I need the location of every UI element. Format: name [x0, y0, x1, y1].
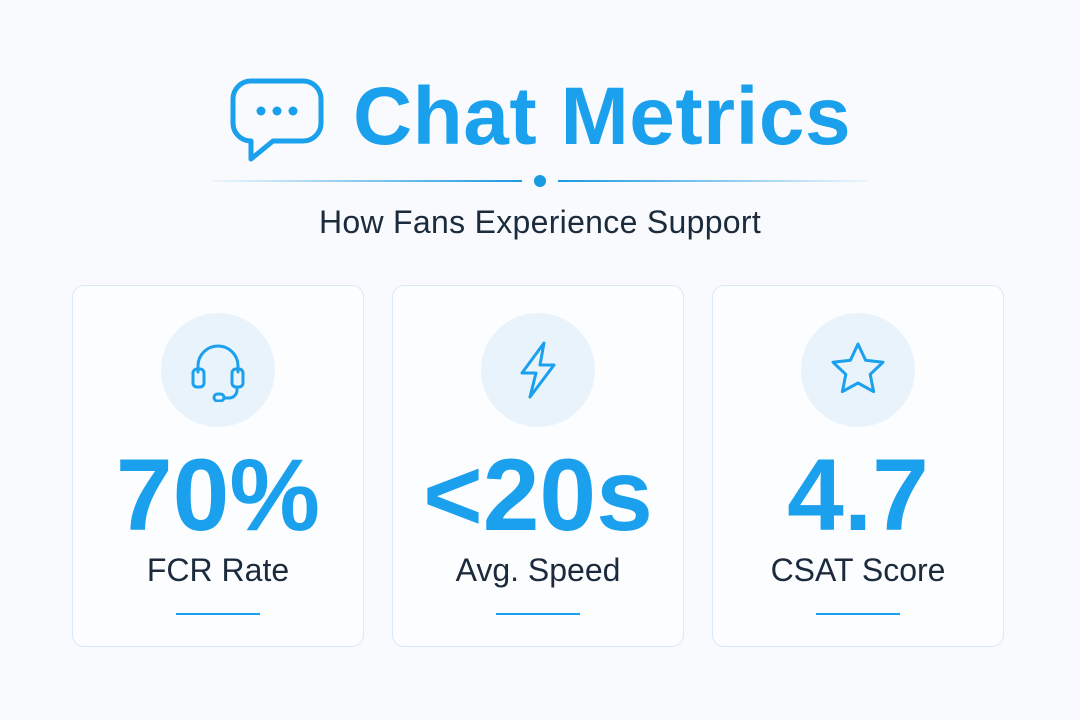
divider-dot	[534, 175, 546, 187]
page-subtitle: How Fans Experience Support	[318, 204, 762, 240]
icon-circle	[801, 313, 915, 427]
metric-underline	[176, 613, 260, 615]
metric-label: FCR Rate	[146, 552, 290, 588]
metric-card-csat: 4.7 CSAT Score	[712, 285, 1004, 647]
metric-value: 4.7	[787, 438, 929, 552]
page-title: Chat Metrics	[352, 71, 852, 162]
metric-label: CSAT Score	[770, 552, 946, 588]
metric-underline	[496, 613, 580, 615]
chat-bubble-icon	[230, 78, 324, 162]
metric-card-speed: <20s Avg. Speed	[392, 285, 684, 647]
metric-value: 70%	[115, 438, 321, 552]
icon-circle	[481, 313, 595, 427]
divider-line-left	[212, 180, 522, 182]
metric-underline	[816, 613, 900, 615]
metric-label: Avg. Speed	[455, 552, 621, 588]
metric-value: <20s	[423, 438, 653, 552]
metric-card-fcr: 70% FCR Rate	[72, 285, 364, 647]
title-row: Chat Metrics	[0, 62, 1080, 172]
star-icon	[831, 342, 885, 394]
icon-circle	[161, 313, 275, 427]
header: Chat Metrics How Fans Experience Support	[0, 0, 1080, 260]
divider-line-right	[558, 180, 868, 182]
metric-cards: 70% FCR Rate <20s Avg. Speed 4.7 CSAT Sc…	[72, 285, 1008, 649]
headset-icon	[191, 344, 245, 402]
lightning-icon	[520, 341, 556, 399]
